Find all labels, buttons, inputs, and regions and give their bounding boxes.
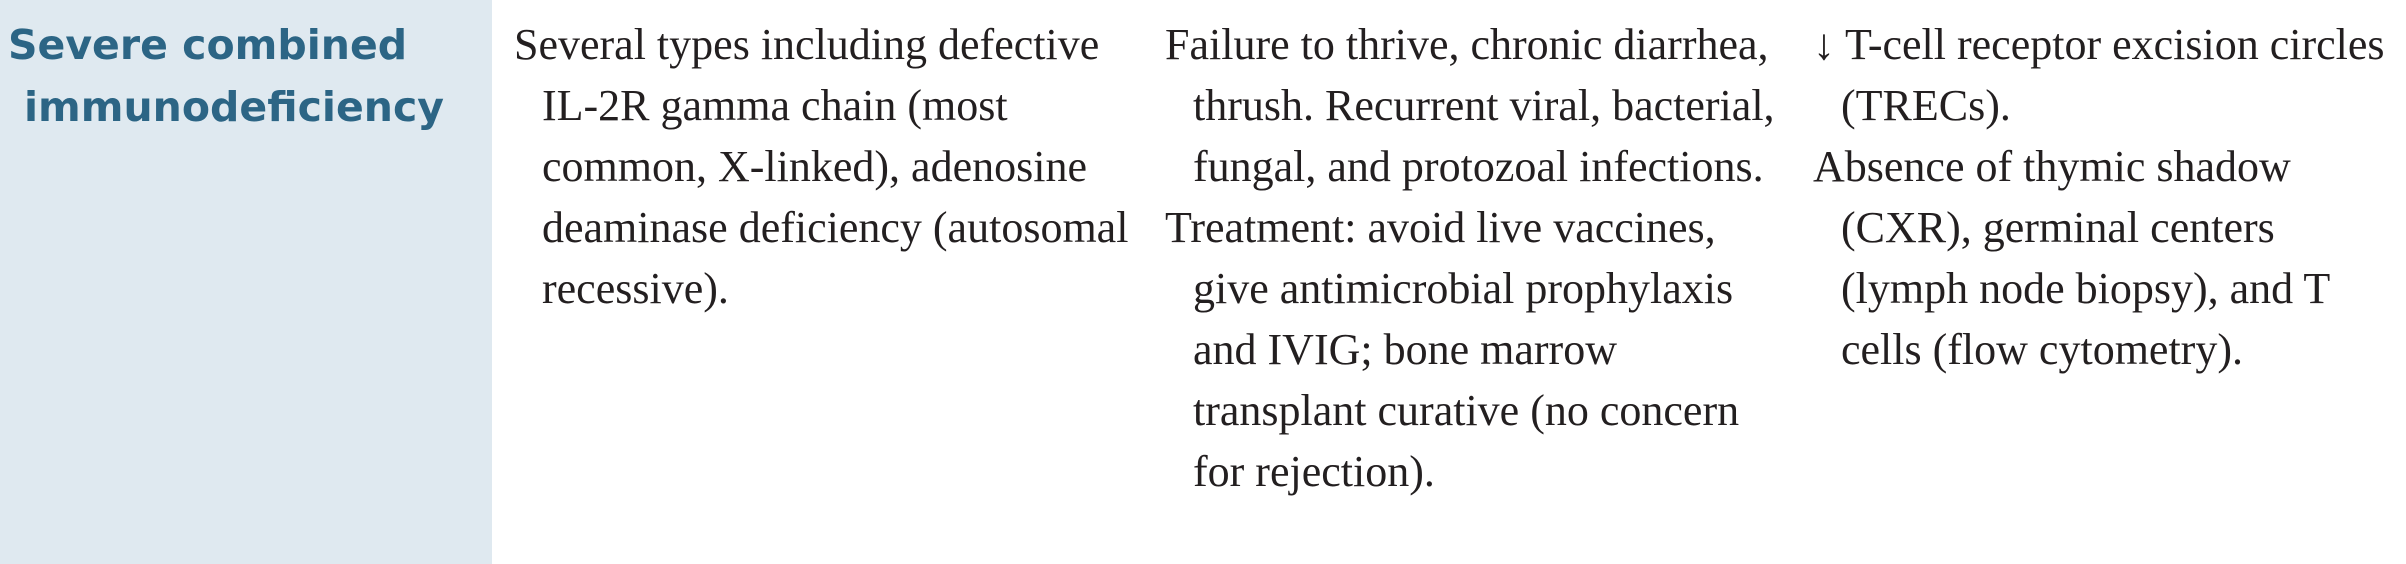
presentation-cell: Failure to thrive, chronic diarrhea, thr… xyxy=(1165,0,1785,502)
row-label-cell: Severe combined immunodeficiency xyxy=(0,0,492,564)
findings-cell: ↓ T-cell receptor excision circles (TRECs… xyxy=(1813,0,2393,380)
defect-cell: Several types including defective IL-2R … xyxy=(514,0,1134,319)
row-label: Severe combined immunodeficiency xyxy=(8,14,492,138)
down-arrow-icon: ↓ xyxy=(1813,20,1835,69)
finding-thymic-shadow: Absence of thymic shadow (CXR), germinal… xyxy=(1813,142,2330,374)
presentation-text: Failure to thrive, chronic diarrhea, thr… xyxy=(1165,20,1775,191)
finding-trecs: ↓ T-cell receptor excision circles (TRECs… xyxy=(1813,14,2393,136)
defect-text: Several types including defective IL-2R … xyxy=(514,20,1129,313)
treatment-text: Treatment: avoid live vaccines, give ant… xyxy=(1165,203,1740,496)
row-label-line-1: Severe combined xyxy=(8,21,408,69)
finding-trecs-text: T-cell receptor excision circles (TRECs)… xyxy=(1841,20,2385,130)
row-label-line-2: immunodeficiency xyxy=(24,83,444,131)
